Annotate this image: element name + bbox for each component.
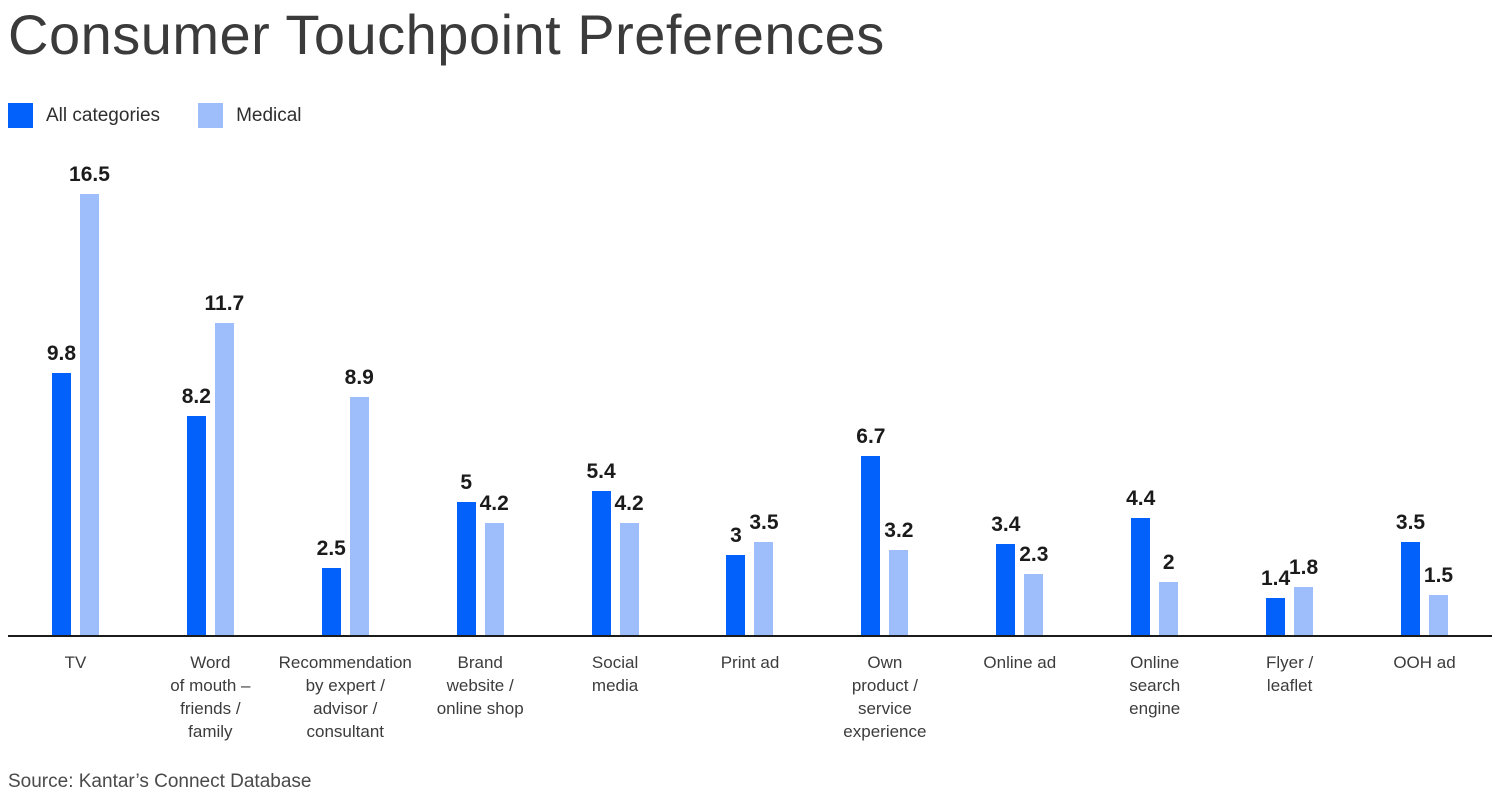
bar-group-8: 3.4 2.3 Online ad [952, 155, 1087, 672]
bar-medical: 11.7 [205, 292, 244, 635]
category-label: Own product / service experience [843, 653, 927, 741]
legend-swatch-all-categories [8, 103, 33, 128]
bar-all-categories: 6.7 [856, 425, 885, 635]
legend: All categories Medical [8, 103, 302, 128]
bar-all-categories: 3 [726, 524, 746, 635]
category-label: Recommendation by expert / advisor / consul… [278, 653, 412, 741]
bar-medical: 3.5 [749, 511, 779, 635]
bar-group-7: 6.7 3.2 Own product / service experience [817, 155, 952, 741]
legend-label-all-categories: All categories [46, 104, 161, 126]
value-label-all-categories: 2.5 [316, 537, 346, 561]
value-label-medical: 4.2 [614, 491, 644, 515]
value-label-medical: 2 [1162, 550, 1175, 574]
category-label: Social media [591, 653, 639, 695]
legend-item-all-categories: All categories [8, 103, 160, 128]
bar-group-10: 1.4 1.8 Flyer / leaflet [1222, 155, 1357, 695]
category-label: Online search engine [1129, 653, 1181, 718]
bar-medical: 16.5 [69, 163, 110, 635]
bar-group-1: 9.8 16.5 TV [8, 155, 143, 672]
plot-area: 9.8 16.5 TV 8.2 11.7 Word of mouth – friends / f… [8, 155, 1492, 741]
value-label-medical: 11.7 [204, 291, 245, 315]
value-label-all-categories: 3.4 [991, 513, 1021, 537]
value-label-all-categories: 6.7 [856, 425, 886, 449]
value-label-medical: 3.2 [884, 518, 914, 542]
bar-all-categories: 8.2 [182, 385, 211, 635]
bar-medical: 8.9 [345, 366, 374, 635]
category-label: Brand website / online shop [436, 653, 524, 718]
bar-medical: 1.5 [1424, 564, 1453, 635]
bar-group-6: 3 3.5 Print ad [683, 155, 818, 672]
value-label-medical: 1.5 [1423, 563, 1454, 587]
value-label-all-categories: 5.4 [586, 459, 616, 483]
category-label: OOH ad [1393, 653, 1456, 672]
bar-medical: 3.2 [884, 519, 913, 635]
value-label-medical: 2.3 [1019, 542, 1049, 566]
bar-group-4: 5 4.2 Brand website / online shop [413, 155, 548, 719]
value-label-all-categories: 3.5 [1395, 510, 1426, 534]
bar-all-categories: 3.4 [991, 513, 1020, 635]
value-label-medical: 4.2 [479, 491, 509, 515]
value-label-medical: 3.5 [749, 510, 779, 534]
bar-all-categories: 1.4 [1261, 567, 1290, 635]
bar-group-11: 3.5 1.5 OOH ad [1357, 155, 1492, 672]
bar-medical: 2.3 [1019, 543, 1048, 635]
bar-all-categories: 9.8 [47, 342, 76, 635]
value-label-medical: 16.5 [69, 163, 110, 187]
value-label-all-categories: 9.8 [46, 342, 77, 366]
value-label-medical: 1.8 [1289, 555, 1319, 579]
legend-label-medical: Medical [236, 104, 302, 126]
bar-all-categories: 5.4 [586, 460, 616, 635]
bar-all-categories: 2.5 [317, 537, 346, 635]
category-label: Online ad [983, 653, 1057, 672]
value-label-medical: 8.9 [344, 366, 374, 390]
category-label: TV [64, 653, 87, 672]
value-label-all-categories: 1.4 [1261, 566, 1291, 590]
category-label: Flyer / leaflet [1265, 653, 1314, 695]
bar-medical: 4.2 [614, 492, 644, 635]
legend-item-medical: Medical [198, 103, 302, 128]
bar-medical: 2 [1159, 551, 1179, 635]
bar-group-3: 2.5 8.9 Recommendation by expert / advisor /… [278, 155, 413, 741]
value-label-all-categories: 8.2 [181, 385, 211, 409]
category-label: Word of mouth – friends / family [170, 653, 251, 741]
source-note: Source: Kantar’s Connect Database [8, 771, 312, 792]
bar-group-9: 4.4 2 Online search engine [1087, 155, 1222, 718]
category-label: Print ad [720, 653, 780, 672]
bar-all-categories: 5 [456, 471, 476, 635]
bar-group-2: 8.2 11.7 Word of mouth – friends / family [143, 155, 278, 741]
value-label-all-categories: 3 [730, 523, 742, 547]
bar-medical: 4.2 [480, 492, 509, 635]
chart-title: Consumer Touchpoint Preferences [8, 3, 885, 66]
value-label-all-categories: 5 [460, 470, 473, 494]
legend-swatch-medical [198, 103, 224, 128]
bar-all-categories: 3.5 [1396, 511, 1425, 635]
bar-medical: 1.8 [1289, 556, 1318, 635]
bar-all-categories: 4.4 [1126, 487, 1155, 635]
value-label-all-categories: 4.4 [1126, 486, 1156, 510]
bar-group-5: 5.4 4.2 Social media [548, 155, 683, 695]
